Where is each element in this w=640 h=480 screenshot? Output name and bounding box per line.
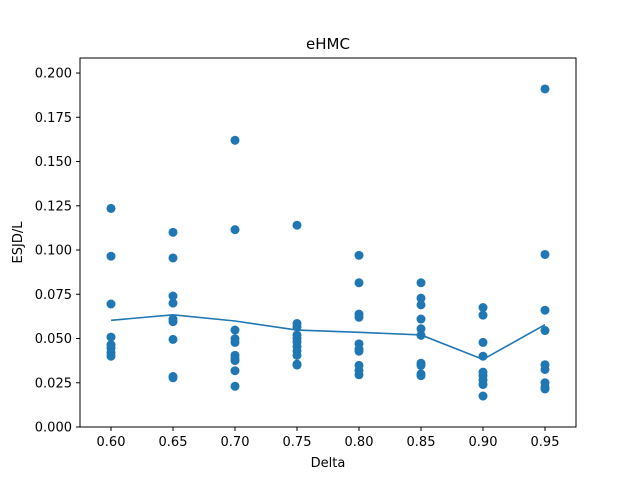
y-axis-label: ESJD/L [11,221,26,264]
scatter-point [540,84,550,94]
scatter-point [354,312,364,322]
scatter-point [168,334,178,344]
scatter-point [106,351,116,361]
scatter-point [540,326,550,336]
mean-line [110,313,546,361]
x-axis: 0.60 0.65 0.70 0.75 0.80 0.85 0.90 0.95 [97,427,560,450]
scatter-point [416,324,426,334]
y-tick-label: 0.050 [35,332,72,347]
scatter-point [106,299,116,309]
scatter-point [416,314,426,324]
chart-title: eHMC [306,35,350,53]
scatter-point [540,305,550,315]
scatter-point [416,278,426,288]
scatter-point [230,325,240,335]
scatter-point [292,220,302,230]
scatter-point [292,322,302,332]
scatter-point [168,253,178,263]
x-axis-label: Delta [311,456,346,471]
y-tick-label: 0.075 [35,288,72,303]
scatter-point [230,381,240,391]
scatter-point [292,360,302,370]
x-tick-label: 0.70 [221,435,250,450]
scatter-point [540,249,550,259]
scatter-point [354,250,364,260]
y-tick-label: 0.125 [35,199,72,214]
x-tick-label: 0.75 [283,435,312,450]
scatter-point [354,346,364,356]
x-tick-label: 0.90 [469,435,498,450]
scatter-point [230,366,240,376]
scatter-point [292,350,302,360]
scatter-point [106,251,116,261]
scatter-point [230,135,240,145]
scatter-point [230,337,240,347]
scatter-point [416,330,426,340]
scatter-point [168,317,178,327]
y-tick-label: 0.150 [35,155,72,170]
scatter-point [478,337,488,347]
scatter-point [168,291,178,301]
scatter-point [478,391,488,401]
y-tick-label: 0.175 [35,111,72,126]
scatter-point [230,356,240,366]
plot-area [106,84,550,401]
scatter-point [416,360,426,370]
y-tick-label: 0.100 [35,244,72,259]
scatter-point [230,225,240,235]
x-tick-label: 0.60 [97,435,126,450]
scatter-point [354,278,364,288]
x-tick-label: 0.65 [159,435,188,450]
axes-frame [79,57,577,428]
y-tick-label: 0.000 [35,421,72,436]
scatter-point [416,371,426,381]
scatter-point [354,370,364,380]
scatter-point [106,332,116,342]
y-tick-label: 0.025 [35,376,72,391]
scatter-point [168,227,178,237]
scatter-point [478,351,488,361]
scatter-point [416,293,426,303]
scatter-point [168,373,178,383]
x-tick-label: 0.85 [407,435,436,450]
y-axis: 0.000 0.025 0.050 0.075 0.100 0.125 0.150 0.175… [35,67,80,436]
y-tick-label: 0.200 [35,67,72,82]
scatter-point [478,310,488,320]
x-tick-label: 0.95 [531,435,560,450]
scatter-point [416,300,426,310]
scatter-point [478,380,488,390]
scatter-point [106,203,116,213]
x-tick-label: 0.80 [345,435,374,450]
scatter-point [540,364,550,374]
scatter-point [168,298,178,308]
scatter-point [540,384,550,394]
scatter-point [478,303,488,313]
